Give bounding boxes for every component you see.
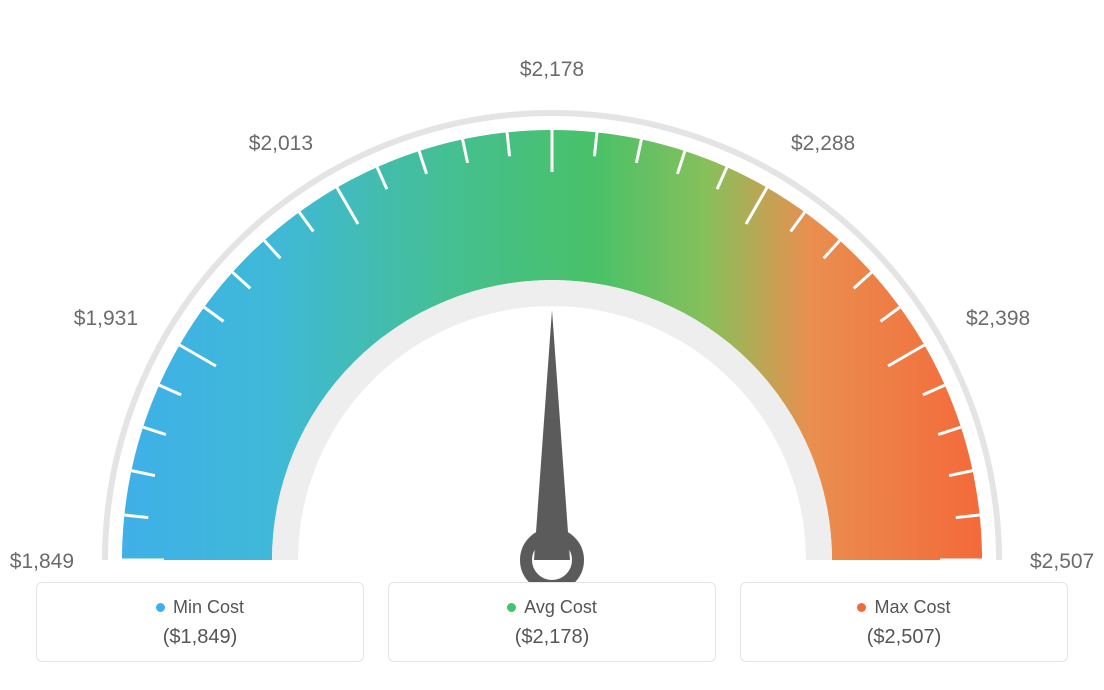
cost-gauge-chart: { "gauge": { "type": "gauge", "center_x"… xyxy=(0,0,1104,690)
gauge-area: $1,849$1,931$2,013$2,178$2,288$2,398$2,5… xyxy=(0,0,1104,560)
scale-label: $1,931 xyxy=(74,307,138,330)
scale-label: $2,288 xyxy=(791,132,855,155)
max-dot-icon xyxy=(857,603,866,612)
scale-label: $2,507 xyxy=(1030,550,1094,573)
max-cost-card: Max Cost ($2,507) xyxy=(740,582,1068,662)
summary-cards: Min Cost ($1,849) Avg Cost ($2,178) Max … xyxy=(36,582,1068,662)
scale-label: $2,398 xyxy=(966,307,1030,330)
min-cost-value: ($1,849) xyxy=(37,626,363,649)
min-cost-card: Min Cost ($1,849) xyxy=(36,582,364,662)
min-cost-label-row: Min Cost xyxy=(156,597,244,618)
max-cost-label: Max Cost xyxy=(874,597,950,618)
avg-cost-label-row: Avg Cost xyxy=(507,597,597,618)
gauge-needle xyxy=(534,310,570,560)
scale-label: $1,849 xyxy=(10,550,74,573)
max-cost-value: ($2,507) xyxy=(741,626,1067,649)
avg-cost-card: Avg Cost ($2,178) xyxy=(388,582,716,662)
avg-cost-label: Avg Cost xyxy=(524,597,597,618)
scale-label: $2,013 xyxy=(249,132,313,155)
avg-dot-icon xyxy=(507,603,516,612)
avg-cost-value: ($2,178) xyxy=(389,626,715,649)
scale-label: $2,178 xyxy=(520,58,584,81)
min-cost-label: Min Cost xyxy=(173,597,244,618)
max-cost-label-row: Max Cost xyxy=(857,597,950,618)
gauge-svg: $1,849 $1,931 $2,013 $2,178 $2,288 $2,398 $2,5… xyxy=(0,40,1104,600)
min-dot-icon xyxy=(156,603,165,612)
